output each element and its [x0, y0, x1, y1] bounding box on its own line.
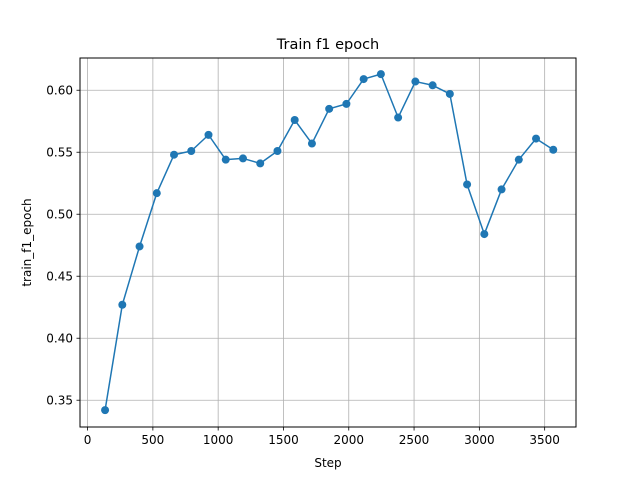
data-point: [135, 242, 144, 251]
x-tick-label: 1000: [203, 433, 234, 447]
plot-frame: [79, 57, 577, 428]
data-point: [428, 81, 437, 90]
data-point: [256, 159, 265, 168]
data-point: [325, 104, 334, 113]
y-axis: 0.35 0.40 0.45 0.50 0.55 0.60: [46, 84, 80, 408]
data-point: [221, 155, 230, 164]
data-point: [514, 155, 523, 164]
data-point: [411, 77, 420, 86]
data-point: [480, 230, 489, 239]
data-point: [290, 115, 299, 124]
x-tick-label: 2000: [333, 433, 364, 447]
data-point: [394, 113, 403, 122]
x-tick-label: 3500: [529, 433, 560, 447]
y-tick-label: 0.45: [46, 270, 73, 284]
data-point: [101, 406, 110, 415]
data-point: [532, 134, 541, 143]
grid: [80, 58, 576, 427]
y-tick-label: 0.60: [46, 84, 73, 98]
data-point: [118, 300, 127, 309]
data-point: [497, 185, 506, 194]
series-layer: [101, 70, 558, 415]
data-point: [342, 99, 351, 108]
x-axis: 0 500 1000 1500 2000 2500 3000 3500: [84, 427, 560, 447]
data-point: [359, 75, 368, 84]
x-tick-label: 0: [84, 433, 92, 447]
y-tick-label: 0.55: [46, 146, 73, 160]
x-tick-label: 3000: [464, 433, 495, 447]
data-point: [170, 150, 179, 159]
series-line: [104, 73, 554, 411]
y-axis-label: train_f1_epoch: [20, 198, 34, 286]
data-point: [204, 130, 213, 139]
x-axis-label: Step: [314, 456, 341, 470]
y-tick-label: 0.40: [46, 332, 73, 346]
chart-title: Train f1 epoch: [276, 37, 380, 53]
data-point: [376, 70, 385, 79]
y-tick-label: 0.35: [46, 394, 73, 408]
x-tick-label: 2500: [399, 433, 430, 447]
data-point: [445, 89, 454, 98]
data-point: [307, 139, 316, 148]
x-tick-label: 1500: [268, 433, 299, 447]
y-tick-label: 0.50: [46, 208, 73, 222]
x-tick-label: 500: [141, 433, 164, 447]
data-point: [549, 145, 558, 154]
data-point: [463, 180, 472, 189]
data-point: [187, 146, 196, 155]
data-point: [152, 189, 161, 198]
data-point: [273, 146, 282, 155]
data-point: [238, 154, 247, 163]
